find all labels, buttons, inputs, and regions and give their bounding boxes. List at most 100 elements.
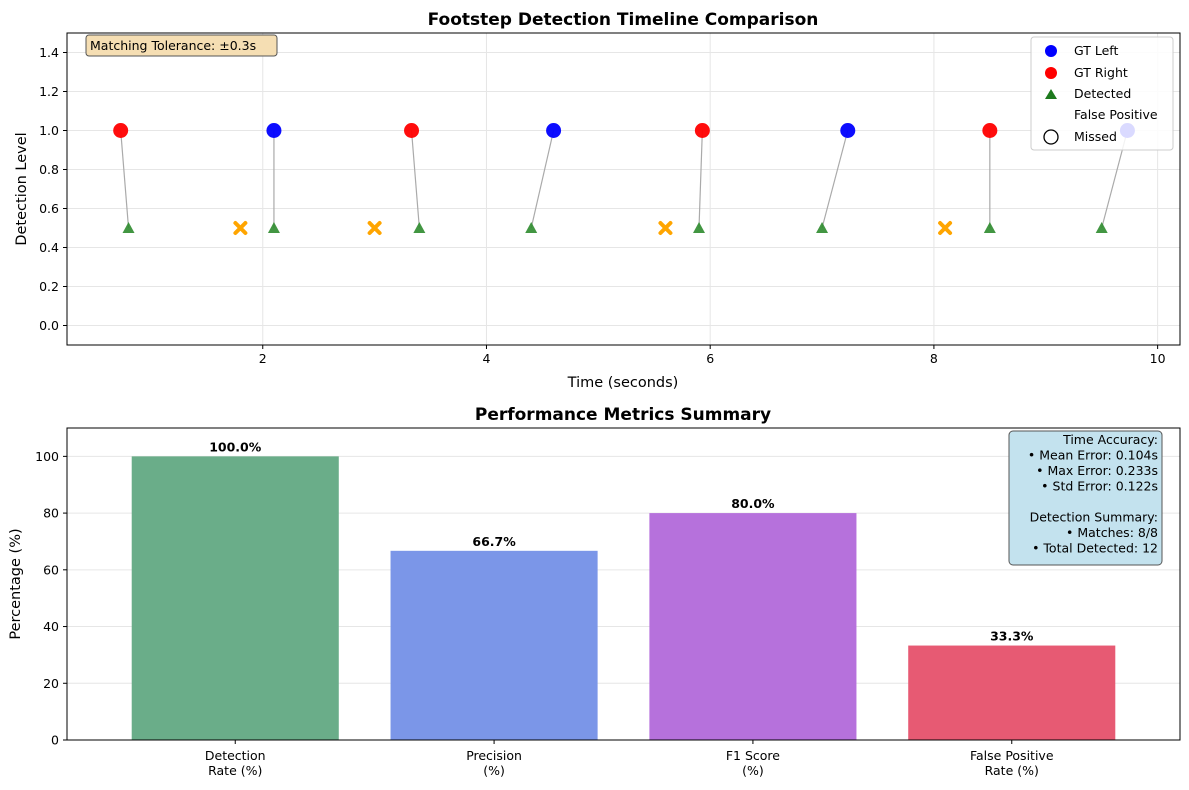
- metrics-y-label: Percentage (%): [8, 528, 24, 639]
- timeline-x-ticks: 2 4 6 8 10: [259, 345, 1166, 366]
- metrics-info-line: Detection Summary:: [1030, 510, 1158, 525]
- metrics-x-tick-label: (%): [483, 763, 505, 778]
- metrics-y-ticks: 0 20 40 60 80 100: [35, 449, 67, 748]
- metrics-x-tick-label: (%): [742, 763, 764, 778]
- metric-bar: [390, 550, 598, 740]
- timeline-y-tick-label: 0.4: [39, 240, 59, 255]
- metric-value-label: 80.0%: [731, 496, 775, 511]
- timeline-y-label: Detection Level: [14, 132, 30, 245]
- metrics-y-tick-label: 0: [51, 733, 59, 748]
- timeline-legend: GT Left GT Right Detected False Positive…: [1030, 36, 1174, 151]
- timeline-y-tick-label: 1.2: [39, 84, 59, 99]
- metric-value-label: 66.7%: [472, 534, 516, 549]
- metrics-info-line: • Max Error: 0.233s: [1036, 463, 1158, 478]
- timeline-y-tick-label: 1.0: [39, 123, 59, 138]
- timeline-y-tick-label: 0.6: [39, 201, 59, 216]
- metrics-info-lines: Time Accuracy:• Mean Error: 0.104s• Max …: [1028, 432, 1158, 556]
- detected-point: [122, 222, 135, 233]
- gt-right-point: [694, 123, 710, 138]
- legend-label-gt-left: GT Left: [1074, 43, 1118, 58]
- metrics-info-box: Time Accuracy:• Mean Error: 0.104s• Max …: [1008, 430, 1163, 566]
- match-connector-line: [530, 130, 555, 229]
- timeline-x-tick-label: 2: [259, 351, 267, 366]
- metric-value-label: 100.0%: [209, 439, 262, 454]
- timeline-x-tick-label: 8: [930, 351, 938, 366]
- metrics-info-line: Time Accuracy:: [1062, 432, 1158, 447]
- metrics-x-tick-label: F1 Score: [726, 748, 780, 763]
- detected-point: [267, 222, 280, 233]
- false-positive-point: [658, 221, 673, 235]
- match-connector-line: [698, 130, 703, 229]
- metrics-y-tick-label: 60: [43, 562, 59, 577]
- gt-left-point: [546, 123, 562, 138]
- legend-marker-gt-right: [1045, 67, 1057, 79]
- metrics-y-tick-label: 20: [43, 676, 59, 691]
- match-connector-line: [120, 130, 130, 229]
- timeline-y-tick-label: 0.8: [39, 162, 59, 177]
- timeline-panel: Footstep Detection Timeline Comparison 2…: [14, 10, 1181, 391]
- false-positive-point: [233, 221, 248, 235]
- metrics-info-box-frame: [1008, 430, 1163, 566]
- gt-left-point: [840, 123, 856, 138]
- metrics-x-tick-label: Rate (%): [208, 763, 262, 778]
- tolerance-annotation-text: Matching Tolerance: ±0.3s: [90, 38, 256, 53]
- match-connector-line: [821, 130, 849, 229]
- detected-point: [816, 222, 829, 233]
- metric-bar: [908, 645, 1116, 740]
- legend-label-gt-right: GT Right: [1074, 65, 1128, 80]
- timeline-markers: [113, 123, 1135, 235]
- legend-label-missed: Missed: [1074, 129, 1117, 144]
- timeline-x-tick-label: 4: [482, 351, 490, 366]
- gt-right-point: [404, 123, 420, 138]
- detected-point: [693, 222, 706, 233]
- tolerance-annotation-box: [85, 34, 278, 57]
- metrics-x-tick-label: False Positive: [970, 748, 1054, 763]
- tolerance-annotation: Matching Tolerance: ±0.3s: [85, 34, 278, 57]
- timeline-y-tick-label: 1.4: [39, 45, 59, 60]
- timeline-x-tick-label: 10: [1150, 351, 1166, 366]
- legend-marker-gt-left: [1045, 45, 1057, 57]
- legend-label-false-positive: False Positive: [1074, 107, 1158, 122]
- gt-left-point: [266, 123, 282, 138]
- timeline-x-tick-label: 6: [706, 351, 714, 366]
- metrics-info-line: • Std Error: 0.122s: [1041, 479, 1158, 494]
- metrics-y-tick-label: 80: [43, 506, 59, 521]
- metrics-info-line: • Mean Error: 0.104s: [1028, 448, 1158, 463]
- metrics-info-line: • Matches: 8/8: [1066, 525, 1158, 540]
- legend-label-detected: Detected: [1074, 86, 1131, 101]
- false-positive-point: [938, 221, 953, 235]
- match-connector-line: [410, 130, 420, 229]
- metrics-plot-frame: [66, 427, 1181, 741]
- metrics-y-tick-label: 100: [35, 449, 59, 464]
- timeline-x-label: Time (seconds): [567, 375, 679, 391]
- gt-right-point: [982, 123, 998, 138]
- gt-right-point: [113, 123, 129, 138]
- detected-point: [525, 222, 538, 233]
- metrics-title: Performance Metrics Summary: [475, 405, 771, 425]
- metrics-panel: Performance Metrics Summary 100.0% 66.7% 8…: [8, 405, 1181, 778]
- legend-frame: [1030, 36, 1174, 151]
- detected-point: [983, 222, 996, 233]
- detected-point: [1095, 222, 1108, 233]
- metric-bar: [649, 513, 857, 740]
- timeline-match-lines: [120, 130, 1129, 229]
- detected-point: [413, 222, 426, 233]
- timeline-y-ticks: 0.0 0.2 0.4 0.6 0.8 1.0 1.2 1.4: [39, 45, 67, 333]
- legend-marker-missed: [1043, 129, 1059, 145]
- timeline-title: Footstep Detection Timeline Comparison: [428, 10, 819, 30]
- metrics-y-tick-label: 40: [43, 619, 59, 634]
- metrics-x-tick-label: Rate (%): [985, 763, 1039, 778]
- timeline-y-tick-label: 0.2: [39, 279, 59, 294]
- false-positive-point: [367, 221, 382, 235]
- metric-bar: [131, 456, 339, 740]
- metric-value-label: 33.3%: [990, 629, 1034, 644]
- metrics-x-tick-label: Detection: [205, 748, 266, 763]
- timeline-plot-frame: [66, 32, 1181, 346]
- timeline-y-tick-label: 0.0: [39, 318, 59, 333]
- metrics-info-line: • Total Detected: 12: [1032, 541, 1158, 556]
- legend-marker-detected: [1045, 89, 1057, 99]
- metrics-x-tick-label: Precision: [466, 748, 522, 763]
- metrics-bars: 100.0% 66.7% 80.0% 33.3%: [131, 439, 1116, 740]
